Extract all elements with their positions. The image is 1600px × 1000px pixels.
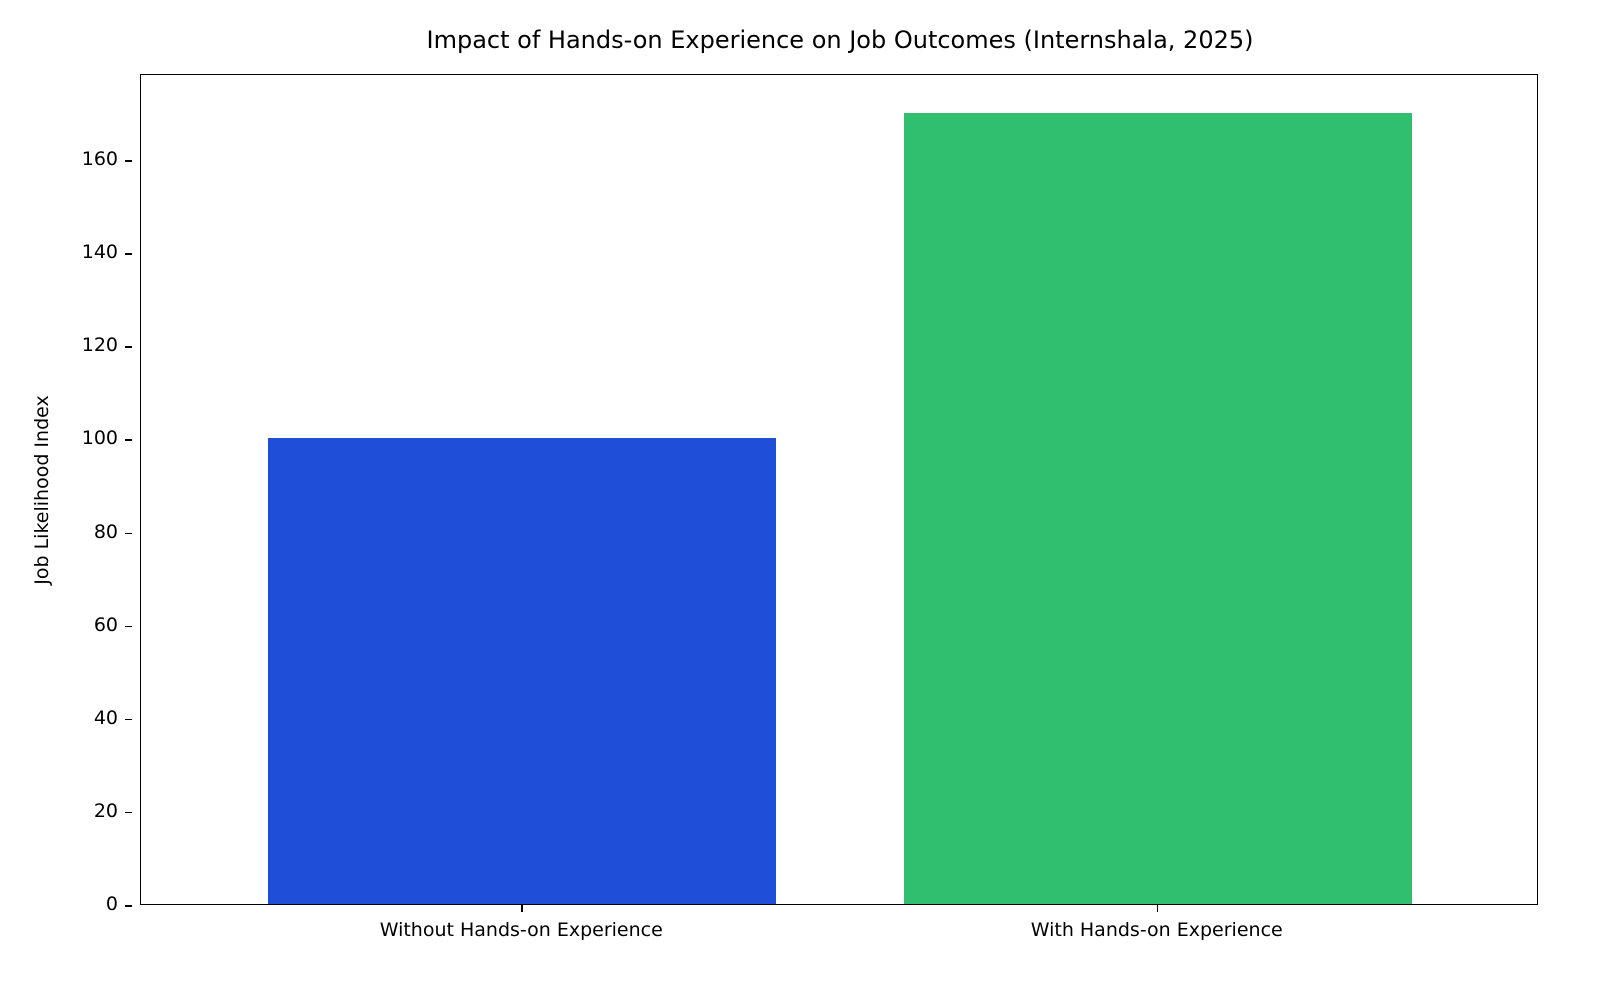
plot-area xyxy=(140,74,1538,905)
chart-title: Impact of Hands-on Experience on Job Out… xyxy=(426,26,1254,54)
bar-1 xyxy=(903,112,1412,904)
bar-0 xyxy=(268,438,777,904)
y-axis-label: Job Likelihood Index xyxy=(31,395,53,585)
